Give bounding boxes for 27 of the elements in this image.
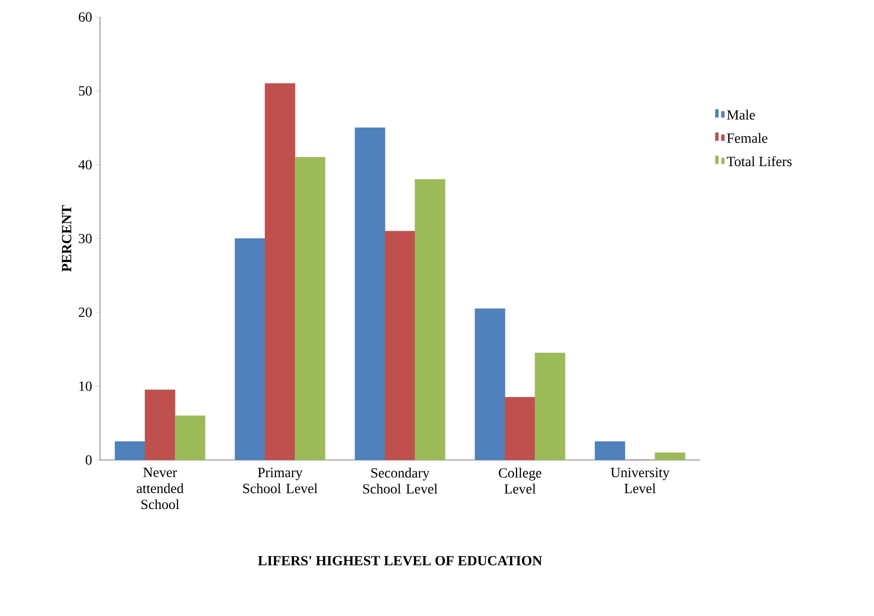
bar: [114, 441, 146, 460]
bar: [354, 128, 386, 460]
legend-label: Male: [727, 110, 755, 120]
y-tick-label: 0: [86, 455, 92, 465]
bar: [594, 441, 626, 460]
x-tick-label: College Level: [498, 468, 542, 494]
bar: [174, 416, 206, 460]
bar: [294, 157, 326, 460]
x-tick-label: Secondary School Level: [363, 468, 438, 494]
y-tick-label: 10: [79, 381, 92, 391]
y-tick-label: 30: [78, 234, 92, 244]
x-tick-label: University Level: [610, 468, 670, 494]
x-tick-label: Primary School Level: [243, 468, 318, 494]
legend-label: Total Lifers: [726, 156, 792, 166]
bar: [414, 179, 446, 460]
y-tick-label: 50: [79, 86, 92, 96]
y-tick-label: 40: [78, 160, 92, 170]
y-axis-title: PERCENT: [62, 205, 72, 272]
bar: [654, 452, 686, 460]
bar: [474, 308, 506, 460]
bar: [534, 352, 566, 460]
x-axis-title: LIFERS' HIGHEST LEVEL OF EDUCATION: [258, 556, 542, 566]
bar: [234, 238, 266, 460]
y-tick-label: 60: [78, 12, 92, 22]
x-tick-label: Never attended School: [136, 468, 184, 510]
legend-label: Female: [727, 133, 768, 143]
y-tick-label: 20: [78, 308, 92, 318]
